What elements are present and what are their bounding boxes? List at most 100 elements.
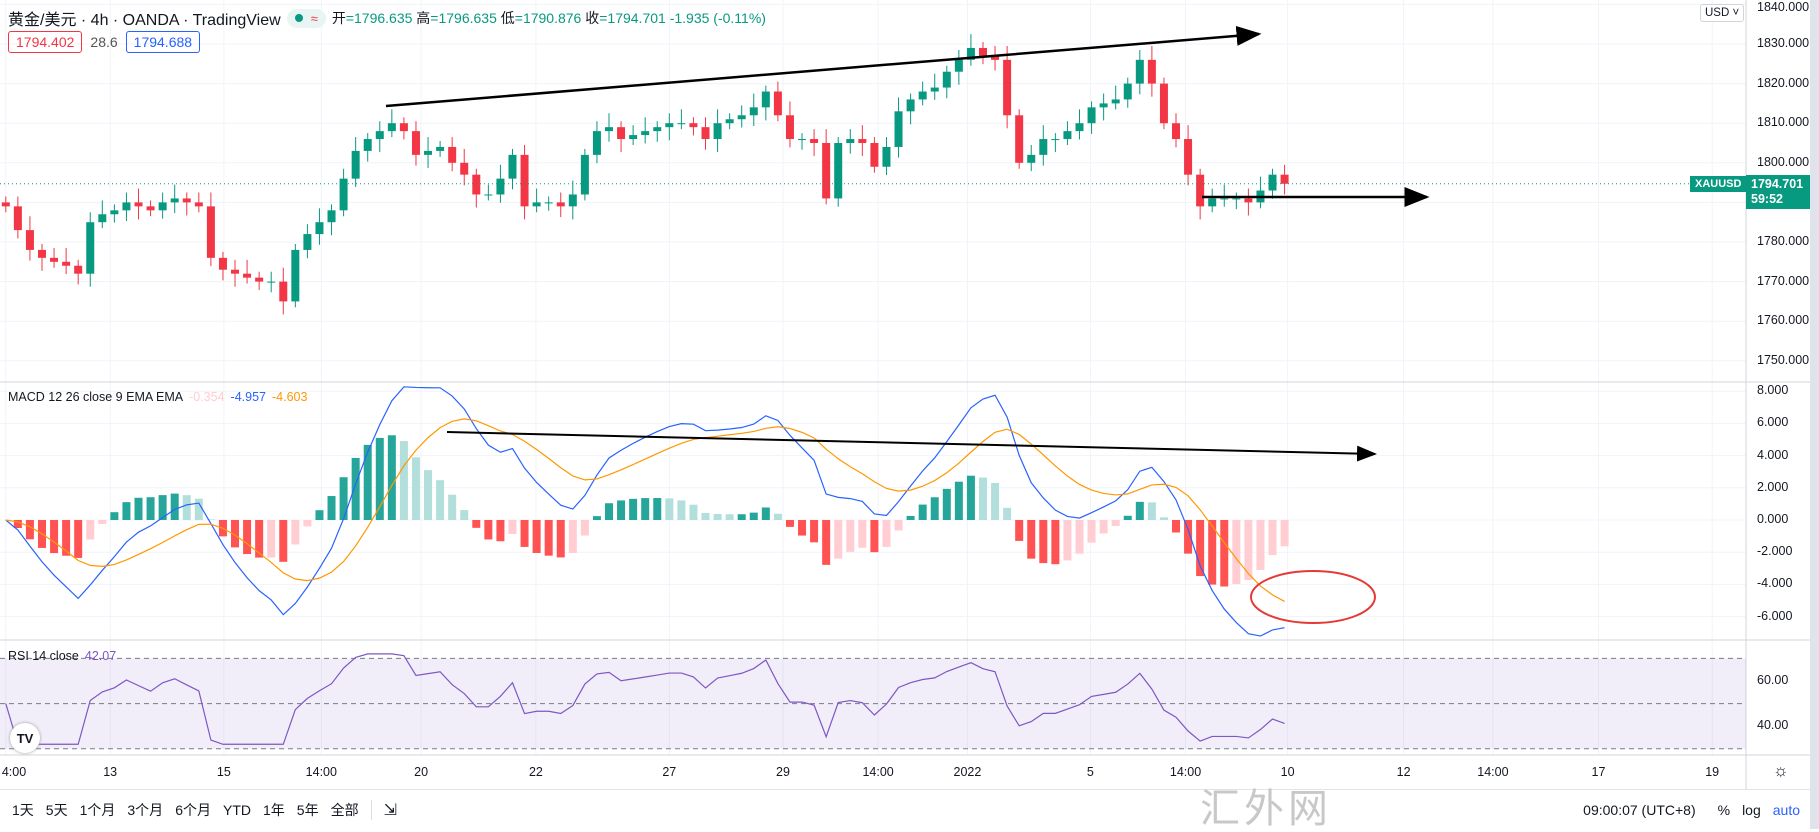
low-key: 低 xyxy=(500,10,515,26)
candle-body xyxy=(231,269,240,274)
range-all[interactable]: 全部 xyxy=(330,801,359,818)
candle-body xyxy=(363,139,372,151)
macd-histogram-bar xyxy=(713,513,722,520)
macd-histogram-bar xyxy=(327,496,336,520)
signal-line xyxy=(5,418,1285,602)
macd-histogram-bar xyxy=(375,437,384,520)
candle-body xyxy=(218,257,227,270)
macd-histogram-bar xyxy=(1135,501,1144,520)
macd-histogram-bar xyxy=(1256,520,1265,570)
log-toggle[interactable]: log xyxy=(1742,801,1761,818)
candle-body xyxy=(460,162,469,175)
candle-body xyxy=(134,202,143,207)
macd-histogram-bar xyxy=(930,497,939,520)
settings-gear-icon[interactable]: ☼ xyxy=(1773,761,1789,780)
macd-histogram-bar xyxy=(592,516,601,520)
macd-histogram-bar xyxy=(653,498,662,520)
macd-histogram-bar xyxy=(785,520,794,527)
clock[interactable]: 09:00:07 (UTC+8) xyxy=(1583,801,1696,818)
rsi-legend[interactable]: RSI 14 close 42.07 xyxy=(8,649,116,663)
macd-histogram-bar xyxy=(689,504,698,520)
macd-histogram-bar xyxy=(170,493,179,520)
range-5y[interactable]: 5年 xyxy=(296,801,319,818)
range-1y[interactable]: 1年 xyxy=(262,801,285,818)
macd-tick: 2.000 xyxy=(1757,479,1789,494)
candle-body xyxy=(978,47,987,56)
macd-histogram-bar xyxy=(339,477,348,520)
time-tick: 17 xyxy=(1591,765,1606,779)
candle-body xyxy=(665,123,674,128)
candle-body xyxy=(991,55,1000,60)
rsi-tick: 40.00 xyxy=(1757,718,1789,733)
candle-body xyxy=(822,143,831,199)
candle-body xyxy=(1075,123,1084,132)
macd-value: -4.957 xyxy=(230,390,266,404)
candle-body xyxy=(677,123,686,125)
macd-histogram-bar xyxy=(146,497,155,520)
range-6m[interactable]: 6个月 xyxy=(175,801,211,818)
auto-toggle[interactable]: auto xyxy=(1772,801,1800,818)
open-key: 开 xyxy=(331,10,346,26)
macd-histogram-bar xyxy=(1075,520,1084,554)
candle-body xyxy=(508,154,517,179)
chart-canvas[interactable] xyxy=(0,0,1810,789)
candle-body xyxy=(653,127,662,132)
range-1m[interactable]: 1个月 xyxy=(79,801,116,818)
data-delay-icon: ≈ xyxy=(310,10,318,26)
last-price-tag: 1794.701 59:52 xyxy=(1746,175,1812,209)
macd-histogram-bar xyxy=(737,514,746,520)
market-status[interactable]: ≈ xyxy=(286,8,326,28)
macd-histogram-bar xyxy=(858,520,867,548)
macd-histogram-bar xyxy=(810,520,819,543)
time-tick: 20 xyxy=(414,765,429,779)
close-value: =1794.701 xyxy=(599,10,666,26)
sell-price[interactable]: 1794.402 xyxy=(8,31,83,53)
time-tick: 10 xyxy=(1280,765,1295,779)
candle-body xyxy=(785,115,794,140)
candle-body xyxy=(858,139,867,143)
percent-toggle[interactable]: % xyxy=(1717,801,1731,818)
spread: 28.6 xyxy=(90,34,118,50)
macd-legend[interactable]: MACD 12 26 close 9 EMA EMA -0.354 -4.957… xyxy=(8,390,307,404)
macd-histogram-bar xyxy=(98,520,107,524)
macd-histogram-bar xyxy=(508,520,517,535)
time-tick: 29 xyxy=(776,765,790,779)
candle-body xyxy=(870,143,879,167)
range-ytd[interactable]: YTD xyxy=(222,801,251,818)
candle-body xyxy=(170,198,179,203)
candle-body xyxy=(1244,198,1253,203)
macd-histogram-bar xyxy=(74,520,83,558)
time-tick: 5 xyxy=(1086,765,1094,779)
macd-histogram-bar xyxy=(822,520,831,565)
macd-histogram-bar xyxy=(460,510,469,520)
macd-histogram-bar xyxy=(629,498,638,520)
go-to-date-icon[interactable]: ⇲ xyxy=(370,799,397,820)
candle-body xyxy=(1147,59,1156,84)
candle-body xyxy=(773,91,782,116)
candle-body xyxy=(1099,103,1108,108)
macd-histogram-bar xyxy=(1268,520,1277,556)
candle-body xyxy=(641,131,650,136)
candle-body xyxy=(206,206,215,258)
macd-histogram-bar xyxy=(725,514,734,520)
currency-select[interactable]: USD ˅ xyxy=(1700,4,1745,22)
range-1d[interactable]: 1天 xyxy=(12,801,34,818)
macd-histogram-bar xyxy=(50,520,59,554)
time-tick: 27 xyxy=(662,765,677,779)
symbol-title[interactable]: 黄金/美元 · 4h · OANDA · TradingView xyxy=(8,12,281,29)
price-tick: 1840.000 xyxy=(1757,0,1810,14)
macd-histogram-bar xyxy=(134,497,143,520)
macd-tick: 8.000 xyxy=(1757,383,1789,398)
range-5d[interactable]: 5天 xyxy=(45,801,68,818)
price-tick: 1810.000 xyxy=(1757,115,1810,130)
rsi-line xyxy=(5,653,1285,745)
macd-histogram-bar xyxy=(1159,517,1168,520)
range-3m[interactable]: 3个月 xyxy=(127,801,164,818)
candle-body xyxy=(448,146,457,163)
macd-histogram-bar xyxy=(798,520,807,536)
tradingview-logo[interactable]: TV xyxy=(10,723,40,753)
candle-body xyxy=(894,111,903,147)
macd-histogram-bar xyxy=(617,500,626,520)
candle-body xyxy=(846,139,855,143)
buy-price[interactable]: 1794.688 xyxy=(125,31,201,53)
